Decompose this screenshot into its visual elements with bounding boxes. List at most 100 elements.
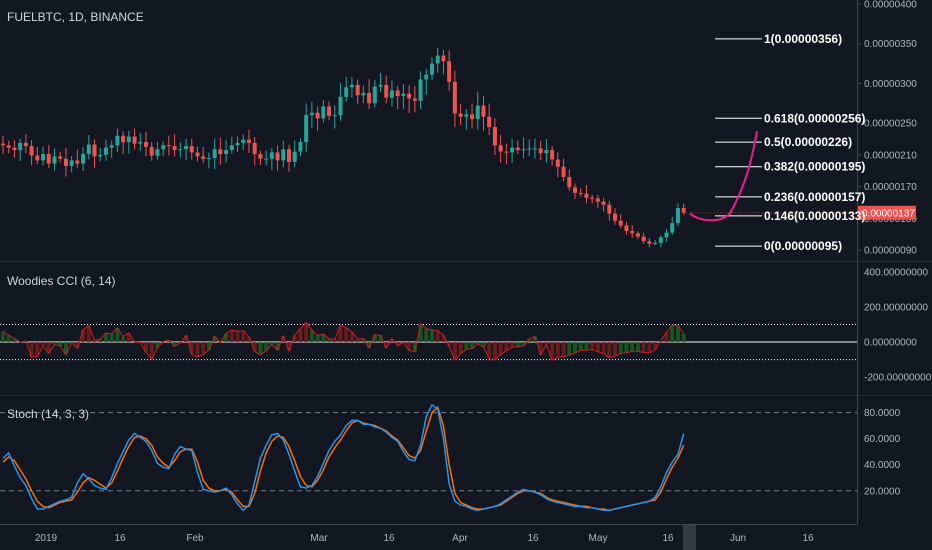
candle-body: [92, 144, 97, 157]
candle-body: [590, 197, 595, 199]
candle-body: [664, 232, 669, 238]
candle-body: [555, 159, 560, 167]
candle-body: [246, 139, 251, 143]
price-tick-label: 0.00000250: [864, 119, 917, 130]
candle-body: [292, 151, 297, 162]
candle-body: [103, 147, 108, 155]
candle-body: [475, 105, 480, 120]
cci-tick-label: 200.00000000: [864, 302, 928, 313]
candle-body: [670, 223, 675, 233]
candle-body: [653, 242, 658, 244]
candle-body: [481, 105, 486, 117]
cci-pane[interactable]: 400.00000000 200.00000000 0.00000000 -200.0…: [0, 267, 932, 384]
price-axis[interactable]: 0.00000400 0.00000350 0.00000300 0.00000250…: [857, 0, 917, 257]
time-tick-label: 16: [114, 533, 126, 544]
candle-body: [470, 114, 475, 120]
candle-body: [315, 112, 320, 119]
price-pane[interactable]: [1, 47, 857, 248]
candle-body: [149, 146, 154, 156]
candle-body: [578, 192, 583, 194]
candle-body: [395, 90, 400, 97]
stoch-d-line: [2, 406, 685, 512]
candle-body: [287, 149, 291, 162]
candle-body: [161, 145, 166, 150]
candle-body: [69, 160, 74, 166]
candle-body: [504, 151, 509, 153]
price-tick-label: 0.00000090: [864, 246, 917, 257]
stoch-pane[interactable]: 80.0000 60.0000 40.0000 20.0000: [0, 403, 901, 512]
candle-body: [618, 220, 623, 226]
candle-body: [166, 145, 171, 147]
time-tick-label: Jun: [730, 533, 746, 544]
candle-body: [304, 115, 309, 143]
candle-body: [269, 152, 274, 159]
candle-body: [573, 187, 577, 193]
cci-line: [2, 321, 685, 361]
candle-body: [98, 154, 103, 157]
candle-body: [258, 154, 263, 159]
candle-body: [184, 146, 189, 150]
candle-body: [298, 142, 303, 152]
time-tick-label: 16: [383, 533, 395, 544]
candle-body: [452, 81, 457, 114]
candle-body: [401, 93, 406, 97]
candle-body: [327, 106, 332, 116]
candle-body: [23, 142, 28, 147]
candle-body: [58, 156, 63, 159]
candle-body: [6, 145, 11, 148]
candle-body: [624, 225, 629, 232]
candle-body: [550, 150, 555, 160]
fib-level-label: 0.5(0.00000226): [764, 135, 852, 149]
cci-tick-label: 0.00000000: [864, 338, 917, 349]
candle-body: [201, 156, 206, 159]
candle-body: [527, 148, 532, 150]
candle-body: [332, 115, 337, 117]
time-tick-label: Mar: [310, 533, 328, 544]
stoch-tick-label: 40.0000: [864, 460, 901, 471]
last-price-tag: [858, 205, 916, 220]
candle-body: [487, 116, 492, 128]
candle-body: [281, 149, 286, 161]
cci-title: Woodies CCI (6, 14): [7, 274, 116, 288]
candle-body: [338, 96, 343, 116]
candle-body: [441, 55, 446, 62]
candle-body: [189, 146, 194, 153]
candle-body: [264, 158, 269, 160]
candle-body: [595, 198, 600, 202]
candle-body: [235, 142, 240, 146]
time-tick-label: 16: [802, 533, 814, 544]
candle-body: [206, 157, 211, 159]
candle-body: [109, 145, 114, 148]
candle-body: [41, 154, 46, 161]
chart-title: FUELBTC, 1D, BINANCE: [7, 10, 144, 24]
candle-body: [75, 160, 80, 164]
candle-body: [46, 154, 51, 164]
candle-body: [447, 61, 452, 82]
candle-body: [675, 207, 680, 224]
candle-body: [681, 207, 686, 213]
stoch-k-line: [2, 403, 685, 512]
candle-body: [412, 98, 417, 101]
candle-body: [607, 204, 612, 214]
price-tick-label: 0.00000400: [864, 0, 917, 11]
time-tick-label: 16: [527, 533, 539, 544]
time-axis[interactable]: 2019 16 Feb Mar 16 Apr 16 May 16 Jun 16: [35, 525, 814, 550]
time-tick-label: May: [589, 533, 608, 544]
candle-body: [361, 92, 366, 96]
candle-body: [144, 142, 148, 147]
candle-body: [584, 193, 589, 198]
candle-body: [138, 142, 143, 144]
candle-body: [367, 92, 372, 104]
candle-body: [172, 146, 177, 151]
candle-body: [115, 135, 120, 146]
candle-body: [641, 236, 646, 242]
candle-body: [241, 139, 246, 143]
candle-body: [63, 158, 68, 166]
candle-body: [349, 84, 354, 88]
time-tick-label: Feb: [186, 533, 204, 544]
candle-body: [561, 166, 566, 178]
fib-level-label: 0.618(0.00000256): [764, 111, 865, 125]
fib-retracement[interactable]: 1(0.00000356) 0.618(0.00000256) 0.5(0.0000…: [689, 32, 865, 253]
price-tick-label: 0.00000300: [864, 79, 917, 90]
